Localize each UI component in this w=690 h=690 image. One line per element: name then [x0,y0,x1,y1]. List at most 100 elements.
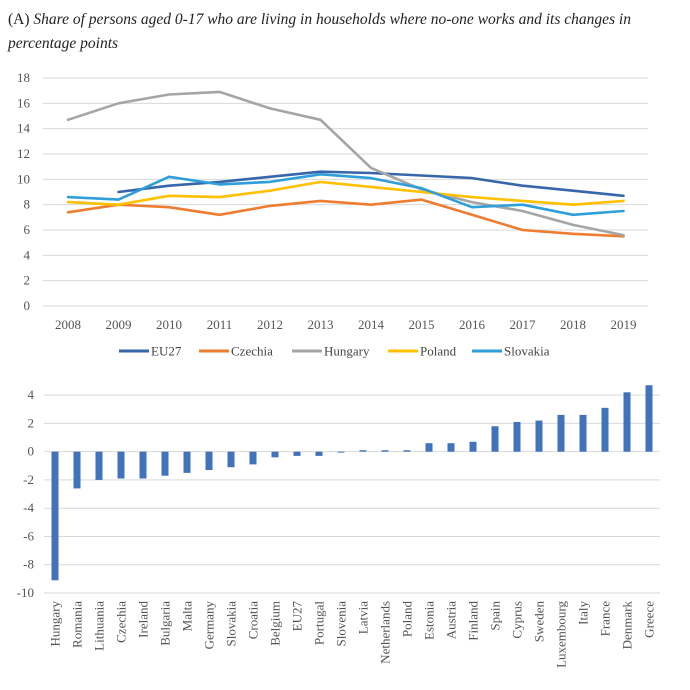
legend-label-poland: Poland [420,344,457,359]
x-tick-label: Estonia [422,601,437,640]
x-tick-label: 2019 [611,317,637,332]
title-text: Share of persons aged 0-17 who are livin… [8,11,631,52]
series-line-eu27 [117,170,625,198]
x-tick-label: Malta [180,601,195,632]
y-tick-label: 2 [28,415,35,430]
legend-label-czechia: Czechia [231,344,273,359]
x-tick-label: Czechia [114,601,129,643]
x-tick-label: Poland [400,601,415,638]
y-tick-label: 4 [24,247,31,262]
bar-austria [447,443,455,452]
x-tick-label: 2012 [257,317,283,332]
bar-malta [183,451,191,473]
y-tick-label: -4 [23,500,34,515]
x-tick-label: 2011 [207,317,233,332]
bar-luxembourg [557,414,565,452]
x-tick-label: Sweden [532,601,547,643]
x-tick-label: 2015 [409,317,435,332]
bar-poland [403,450,411,452]
y-tick-label: 8 [24,197,31,212]
y-tick-label: 6 [24,222,31,237]
bar-cyprus [513,421,521,452]
x-tick-label: Luxembourg [554,601,569,668]
bar-netherlands [381,450,389,452]
x-tick-label: 2017 [510,317,537,332]
legend-label-hungary: Hungary [324,344,370,359]
x-tick-label: Croatia [246,601,261,639]
x-tick-label: EU27 [290,601,305,632]
x-tick-label: Netherlands [378,601,393,664]
x-tick-label: France [598,601,613,637]
bar-spain [491,426,499,452]
y-tick-label: -2 [23,472,34,487]
bar-ireland [139,451,147,479]
bar-romania [73,451,81,489]
x-tick-label: Romania [70,601,85,648]
x-tick-label: Denmark [620,601,635,650]
bar-slovenia [337,451,345,453]
x-tick-label: 2014 [358,317,385,332]
y-tick-label: 12 [17,146,30,161]
x-tick-label: 2016 [459,317,486,332]
bar-greece [645,385,653,452]
x-tick-label: 2009 [106,317,132,332]
bar-latvia [359,450,367,452]
legend: EU27 Czechia Hungary Poland Slovakia [119,344,550,359]
y-tick-label: 2 [24,273,31,288]
y-tick-label: 0 [24,298,31,313]
y-tick-label: 10 [17,171,30,186]
x-tick-label: Latvia [356,601,371,634]
bar-germany [205,451,213,471]
title-tag: (A) [8,11,30,28]
line-chart: 0 2 4 6 8 10 12 14 16 18 2008 2009 2010 2011 2012 2013 2… [17,70,648,332]
x-tick-label: 2008 [55,317,81,332]
series-line-czechia [66,198,625,238]
chart-title: (A) Share of persons aged 0-17 who are l… [8,8,686,56]
x-tick-label: Hungary [48,601,63,647]
bar-belgium [271,451,279,458]
bar-lithuania [95,451,103,480]
x-tick-label: Greece [642,601,657,638]
bar-finland [469,441,477,452]
legend-label-slovakia: Slovakia [504,344,550,359]
x-tick-label: Ireland [136,601,151,638]
bar-slovakia [227,451,235,468]
x-tick-label: Spain [488,601,503,631]
x-tick-label: Cyprus [510,601,525,639]
y-tick-label: 18 [17,70,30,85]
bar-denmark [623,392,631,452]
series-line-poland [66,180,625,206]
y-tick-label: 14 [17,121,31,136]
bar-chart: -10 -8 -6 -4 -2 0 2 4 Hungary Romania Lithuania Cze… [17,385,660,668]
bar-czechia [117,451,125,479]
bar-sweden [535,420,543,452]
bar-portugal [315,451,323,456]
x-tick-label: 2018 [560,317,586,332]
x-tick-label: 2013 [308,317,334,332]
y-tick-label: 16 [17,95,31,110]
x-tick-label: Italy [576,601,591,625]
bar-hungary [51,451,59,581]
bar-estonia [425,443,433,452]
y-tick-label: 4 [28,387,35,402]
x-tick-label: Finland [466,601,481,641]
bar-bulgaria [161,451,169,476]
y-tick-label: 0 [28,444,35,459]
x-tick-label: Bulgaria [158,601,173,646]
x-tick-label: Portugal [312,601,327,645]
x-tick-label: Germany [202,601,217,650]
bar-italy [579,414,587,452]
y-tick-label: -6 [23,528,34,543]
x-tick-label: 2010 [156,317,182,332]
x-tick-label: Slovenia [334,601,349,647]
x-tick-label: Lithuania [92,601,107,651]
legend-label-eu27: EU27 [151,344,182,359]
x-tick-label: Austria [444,601,459,640]
y-tick-label: -8 [23,557,34,572]
series-line-hungary [66,90,625,237]
y-tick-label: -10 [17,585,34,600]
bar-croatia [249,451,257,465]
x-tick-label: Slovakia [224,601,239,647]
bar-france [601,407,609,452]
